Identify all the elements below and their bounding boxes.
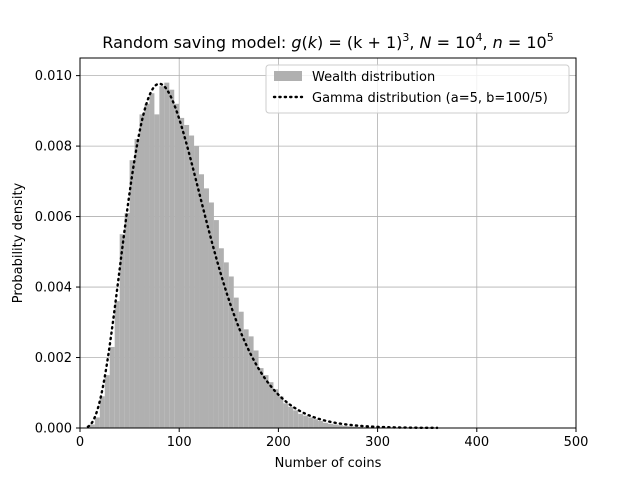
histogram-bar [288, 406, 294, 428]
histogram-bar [342, 425, 348, 428]
histogram-bar [204, 188, 209, 428]
histogram-bar [328, 423, 333, 428]
legend-label-histogram: Wealth distribution [312, 70, 435, 85]
histogram-bar [313, 419, 319, 428]
y-tick-label: 0.000 [35, 422, 72, 437]
histogram-bar [134, 139, 140, 429]
histogram-bar [268, 382, 274, 428]
x-tick-label: 400 [464, 435, 489, 450]
chart-title: Random saving model: g(k) = (k + 1)3, N … [102, 31, 553, 52]
histogram-bar [298, 413, 304, 428]
histogram-bar [352, 426, 358, 428]
histogram-bar [347, 426, 353, 428]
x-axis-label: Number of coins [275, 456, 382, 471]
gamma-curve [86, 82, 439, 430]
histogram-bar [99, 396, 105, 428]
histogram-bar [119, 234, 125, 428]
histogram-bar [194, 146, 200, 428]
histogram-bar [174, 103, 180, 429]
histogram-bars [89, 82, 398, 429]
x-tick-label: 500 [564, 435, 589, 450]
histogram-bar [273, 389, 279, 428]
histogram-bar [243, 329, 249, 428]
histogram-bar [139, 114, 145, 428]
histogram-bar [104, 375, 110, 428]
histogram-bar [308, 417, 314, 428]
histogram-bar [184, 124, 190, 428]
histogram-bar [238, 311, 244, 428]
x-tick-label: 100 [167, 435, 192, 450]
histogram-bar [278, 396, 284, 428]
histogram-bar [213, 220, 219, 428]
histogram-bar [189, 135, 195, 428]
legend-swatch-histogram [274, 71, 302, 81]
histogram-bar [263, 375, 269, 428]
y-tick-label: 0.002 [35, 351, 72, 366]
histogram-bar [318, 420, 324, 428]
histogram-bar [248, 336, 254, 428]
histogram-bar [149, 93, 155, 428]
histogram-bar [159, 86, 165, 428]
legend-box [265, 64, 570, 114]
histogram-bar [323, 422, 328, 428]
histogram-bar [283, 403, 289, 428]
histogram-bar [144, 103, 150, 429]
histogram-bar [303, 415, 309, 428]
y-tick-label: 0.004 [35, 281, 72, 296]
histogram-bar [94, 417, 100, 428]
x-tick-label: 200 [266, 435, 291, 450]
histogram-bar [124, 213, 130, 428]
histogram-bar [233, 297, 239, 428]
y-tick-label: 0.008 [35, 140, 72, 155]
histogram-bar [357, 426, 363, 428]
plot-frame [79, 57, 577, 429]
histogram-bar [258, 368, 264, 428]
histogram-bar [154, 114, 160, 428]
y-tick-label: 0.006 [35, 210, 72, 225]
x-tick-label: 0 [76, 435, 84, 450]
histogram-bar [89, 424, 95, 428]
histogram-bar [228, 276, 234, 428]
histogram-bar [253, 350, 259, 428]
histogram-bar [169, 89, 175, 428]
histogram-bar [179, 117, 185, 429]
histogram-bar [223, 262, 229, 428]
y-tick-label: 0.010 [35, 69, 72, 84]
histogram-bar [114, 301, 120, 428]
histogram-bar [332, 424, 338, 428]
legend: Wealth distribution Gamma distribution (… [265, 64, 570, 114]
x-axis-ticks: 0 100 200 300 400 500 [76, 428, 589, 450]
y-axis-label: Probability density [11, 182, 26, 303]
histogram-bar [218, 248, 224, 428]
histogram-bar [293, 410, 299, 428]
y-axis-ticks: 0.000 0.002 0.004 0.006 0.008 0.010 [35, 69, 80, 437]
histogram-bar [129, 160, 135, 428]
histogram-bar [199, 174, 204, 428]
histogram-bar [208, 202, 214, 428]
x-tick-label: 300 [365, 435, 390, 450]
histogram-bar [164, 82, 170, 429]
histogram-bar [337, 425, 343, 428]
legend-label-gamma: Gamma distribution (a=5, b=100/5) [312, 91, 548, 106]
histogram-bar [109, 346, 115, 428]
